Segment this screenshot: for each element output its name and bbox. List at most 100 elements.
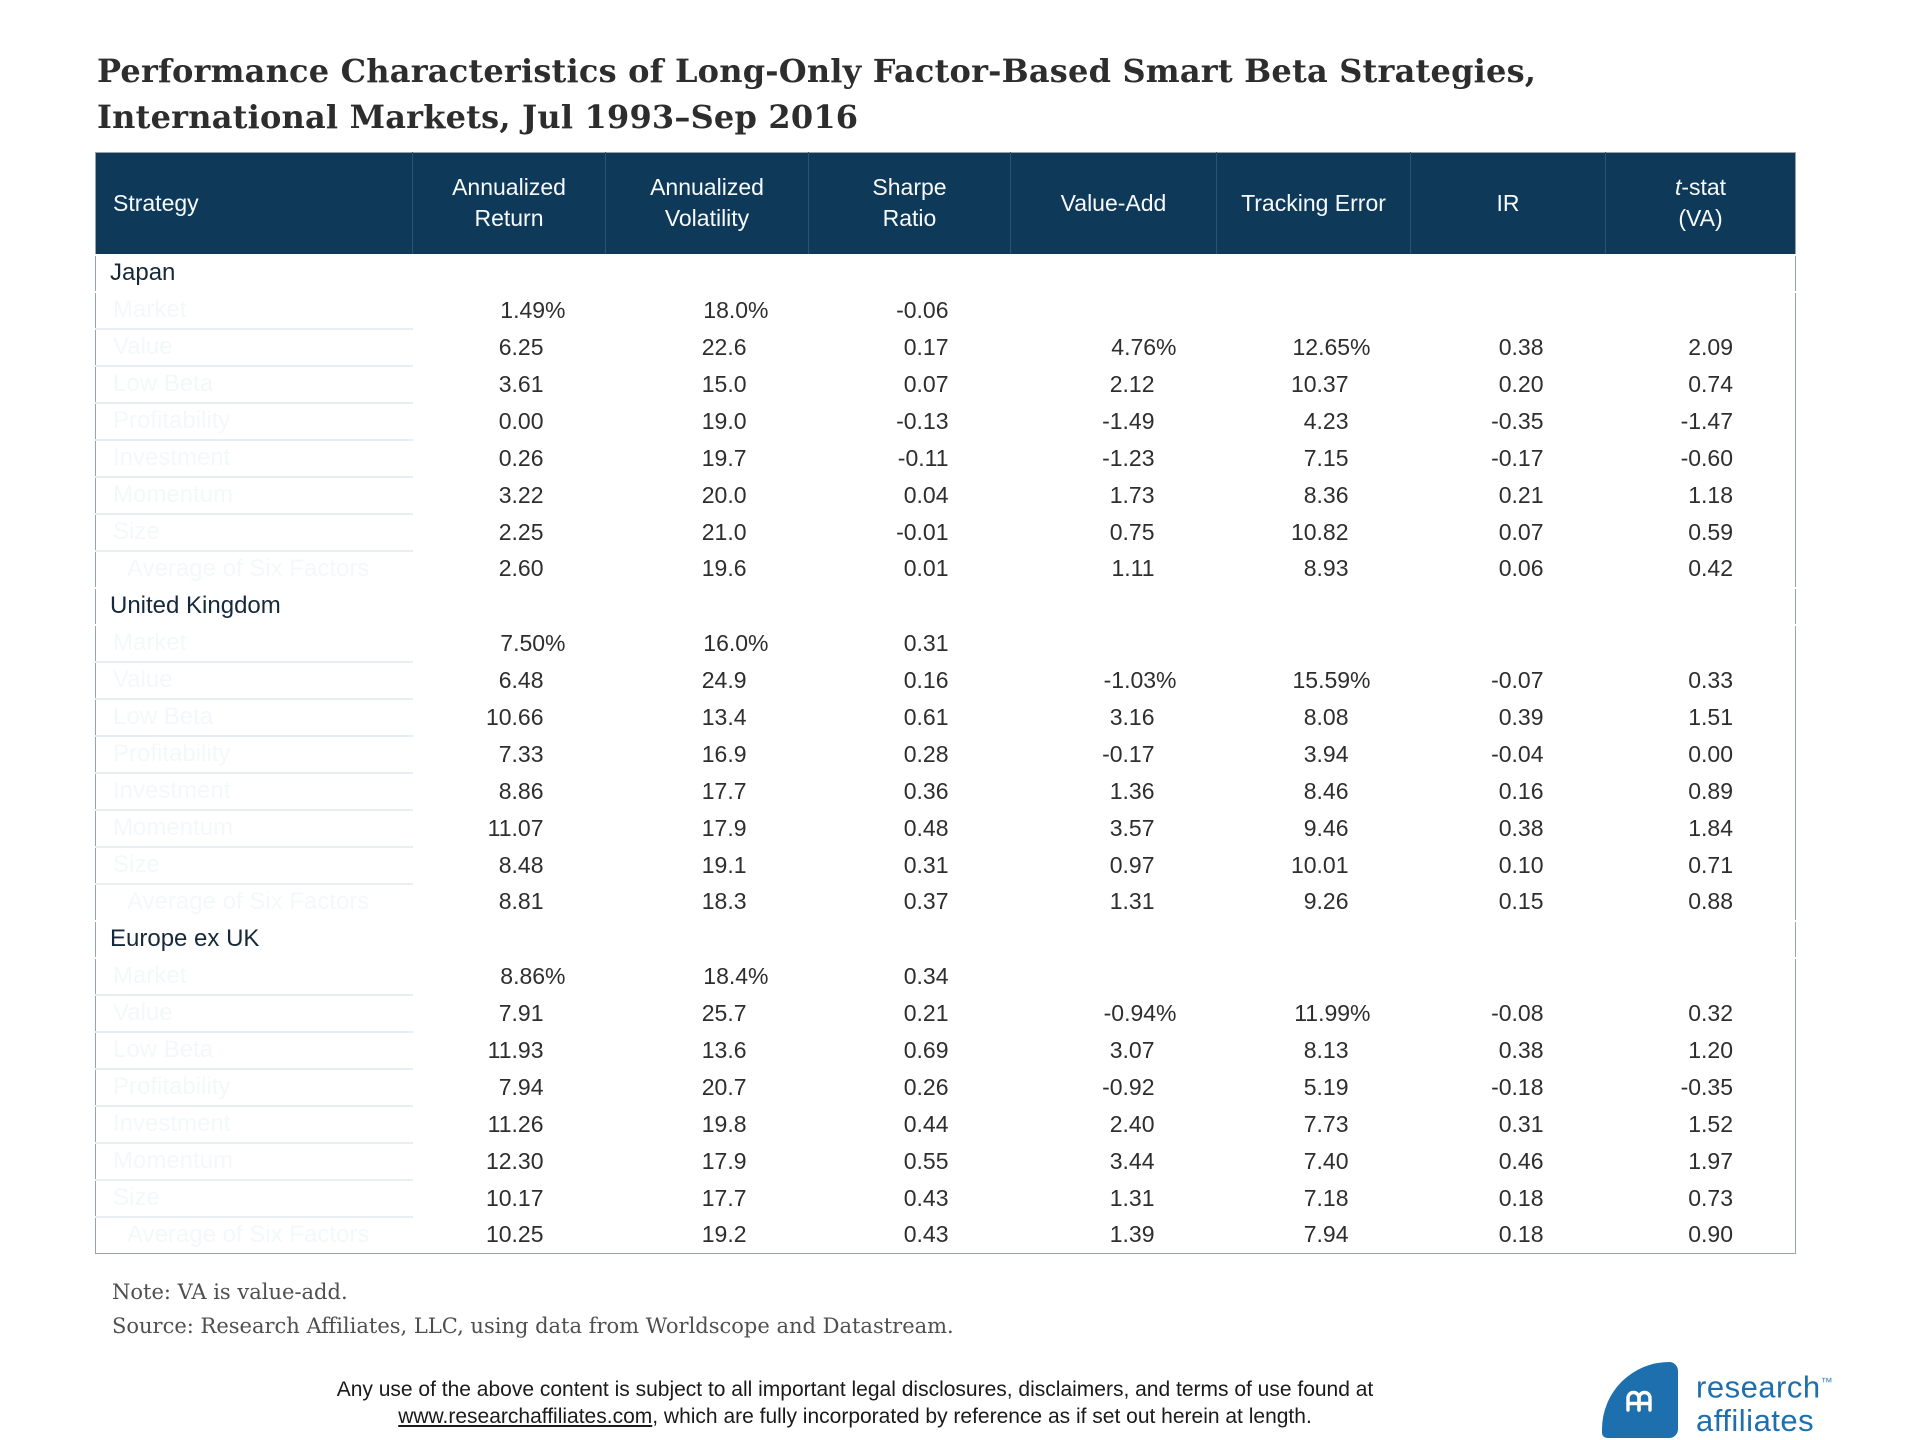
value-cell: 17.7: [605, 1179, 809, 1217]
value-cell: 12.30: [412, 1142, 606, 1180]
strategy-cell: Average of Six Factors: [95, 882, 413, 921]
value-cell: 8.86%: [412, 957, 606, 995]
value-cell: [1605, 291, 1796, 329]
value-cell: -1.49: [1010, 402, 1217, 440]
column-header: t-stat (VA): [1605, 152, 1796, 255]
value-cell: 5.19: [1216, 1068, 1411, 1106]
table-row: Size 2.25 21.0 -0.01 0.75 10.82 0.07 0.59: [95, 512, 1796, 551]
value-cell: 0.04: [808, 476, 1011, 514]
value-cell: 17.9: [605, 1142, 809, 1180]
value-cell: 8.46: [1216, 772, 1411, 810]
column-header: Value-Add: [1010, 152, 1217, 255]
value-cell: 8.08: [1216, 698, 1411, 736]
value-cell: 0.31: [808, 846, 1011, 884]
value-cell: 10.25: [412, 1216, 606, 1254]
ra-monogram-icon: [1626, 1390, 1652, 1412]
value-cell: 20.0: [605, 476, 809, 514]
value-cell: 11.93: [412, 1031, 606, 1069]
value-cell: 19.7: [605, 439, 809, 477]
logo-wordmark: research™ affiliates: [1696, 1365, 1833, 1438]
value-cell: 3.94: [1216, 735, 1411, 773]
value-cell: 1.73: [1010, 476, 1217, 514]
table-header: Strategy Annualized Return Annualized Volati…: [95, 152, 1796, 255]
value-cell: 0.38: [1410, 809, 1606, 847]
strategy-cell: Value: [95, 660, 413, 699]
table-row: Momentum 12.30 17.9 0.55 3.44 7.40 0.46 1.97: [95, 1141, 1796, 1180]
value-cell: 10.01: [1216, 846, 1411, 884]
value-cell: 0.10: [1410, 846, 1606, 884]
value-cell: -0.92: [1010, 1068, 1217, 1106]
value-cell: 19.1: [605, 846, 809, 884]
strategy-cell: Market: [95, 290, 413, 329]
value-cell: 15.0: [605, 365, 809, 403]
table-row: Average of Six Factors 8.81 18.3 0.37 1.31 9.…: [95, 882, 1796, 921]
value-cell: -0.60: [1605, 439, 1796, 477]
value-cell: 1.20: [1605, 1031, 1796, 1069]
value-cell: 11.07: [412, 809, 606, 847]
table-row: Profitability 0.00 19.0 -0.13 -1.49 4.23 -0.35…: [95, 401, 1796, 440]
value-cell: -1.47: [1605, 402, 1796, 440]
table-row: Market 1.49% 18.0% -0.06: [95, 290, 1796, 329]
value-cell: -0.17: [1010, 735, 1217, 773]
value-cell: 0.48: [808, 809, 1011, 847]
value-cell: -0.18: [1410, 1068, 1606, 1106]
strategy-cell: Momentum: [95, 475, 413, 514]
value-cell: 3.22: [412, 476, 606, 514]
value-cell: 2.12: [1010, 365, 1217, 403]
value-cell: 0.01: [808, 550, 1011, 588]
value-cell: 1.11: [1010, 550, 1217, 588]
column-header: Annualized Volatility: [605, 152, 809, 255]
value-cell: 0.26: [808, 1068, 1011, 1106]
value-cell: 0.16: [808, 661, 1011, 699]
strategy-cell: Value: [95, 993, 413, 1032]
value-cell: 0.20: [1410, 365, 1606, 403]
value-cell: 7.94: [1216, 1216, 1411, 1254]
value-cell: 0.38: [1410, 1031, 1606, 1069]
value-cell: 0.07: [808, 365, 1011, 403]
value-cell: 11.26: [412, 1105, 606, 1143]
value-cell: 0.31: [1410, 1105, 1606, 1143]
value-cell: 10.82: [1216, 513, 1411, 551]
value-cell: 8.93: [1216, 550, 1411, 588]
section-label: Europe ex UK: [95, 919, 1796, 959]
value-cell: 1.51: [1605, 698, 1796, 736]
column-header-strategy: Strategy: [95, 152, 413, 255]
value-cell: 0.44: [808, 1105, 1011, 1143]
value-cell: 0.43: [808, 1216, 1011, 1254]
value-cell: 7.73: [1216, 1105, 1411, 1143]
table-row: Size 10.17 17.7 0.43 1.31 7.18 0.18 0.73: [95, 1178, 1796, 1217]
value-cell: 8.13: [1216, 1031, 1411, 1069]
table-row: Profitability 7.94 20.7 0.26 -0.92 5.19 -0.18-…: [95, 1067, 1796, 1106]
strategy-cell: Average of Six Factors: [95, 1215, 413, 1254]
value-cell: 0.75: [1010, 513, 1217, 551]
value-cell: 0.43: [808, 1179, 1011, 1217]
value-cell: [1216, 624, 1411, 662]
value-cell: 0.71: [1605, 846, 1796, 884]
value-cell: -0.08: [1410, 994, 1606, 1032]
value-cell: 0.34: [808, 957, 1011, 995]
value-cell: 16.9: [605, 735, 809, 773]
value-cell: 19.8: [605, 1105, 809, 1143]
strategy-cell: Size: [95, 1178, 413, 1217]
value-cell: -0.94%: [1010, 994, 1217, 1032]
value-cell: 24.9: [605, 661, 809, 699]
value-cell: 11.99%: [1216, 994, 1411, 1032]
table-row: Momentum 11.07 17.9 0.48 3.57 9.46 0.38 1.84: [95, 808, 1796, 847]
section-header-row: Europe ex UK: [95, 919, 1796, 959]
strategy-cell: Profitability: [95, 734, 413, 773]
value-cell: 0.39: [1410, 698, 1606, 736]
value-cell: 0.26: [412, 439, 606, 477]
value-cell: -0.04: [1410, 735, 1606, 773]
value-cell: 21.0: [605, 513, 809, 551]
table-row: Size 8.48 19.1 0.31 0.97 10.01 0.10 0.71: [95, 845, 1796, 884]
legal-disclaimer: Any use of the above content is subject …: [150, 1376, 1560, 1430]
value-cell: 0.37: [808, 883, 1011, 921]
strategy-cell: Low Beta: [95, 364, 413, 403]
column-header: Sharpe Ratio: [808, 152, 1011, 255]
research-affiliates-link[interactable]: www.researchaffiliates.com: [398, 1405, 653, 1428]
strategy-cell: Investment: [95, 1104, 413, 1143]
value-cell: 7.40: [1216, 1142, 1411, 1180]
value-cell: 8.81: [412, 883, 606, 921]
value-cell: [1010, 291, 1217, 329]
section-label: Japan: [95, 253, 1796, 293]
